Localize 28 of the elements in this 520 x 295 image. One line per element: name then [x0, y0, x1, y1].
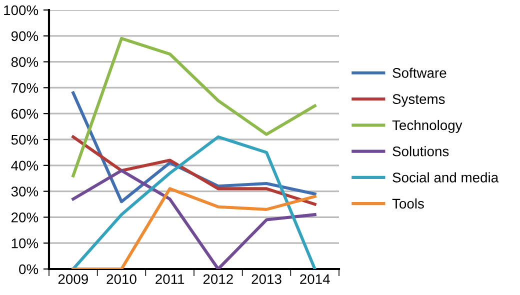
line-series — [72, 135, 316, 206]
legend-label: Tools — [392, 198, 424, 209]
legend-label: Systems — [392, 94, 445, 107]
legend-label: Technology — [392, 120, 462, 133]
y-tick-label: 30% — [11, 186, 38, 196]
x-tick-label: 2013 — [252, 274, 282, 284]
legend-label: Solutions — [392, 146, 449, 156]
y-tick-label: 100% — [4, 5, 38, 16]
x-tick-label: 2011 — [156, 274, 184, 284]
y-tick-label: 0% — [19, 264, 38, 274]
x-tick-label: 2009 — [58, 274, 88, 284]
y-tick-label: 90% — [11, 31, 38, 42]
legend-label: Software — [392, 68, 446, 78]
line-series — [72, 36, 316, 178]
y-tick-label: 80% — [11, 57, 38, 67]
y-tick-label: 40% — [11, 160, 38, 171]
x-tick-label: 2014 — [300, 274, 330, 284]
line-series — [72, 135, 316, 269]
legend-label: Social and media — [392, 172, 499, 182]
x-tick-label: 2012 — [203, 274, 233, 284]
y-tick-label: 50% — [11, 134, 38, 145]
y-tick-label: 10% — [12, 238, 38, 248]
y-tick-label: 60% — [11, 108, 38, 119]
line-series — [72, 187, 316, 269]
line-series — [72, 169, 316, 269]
y-tick-label: 20% — [11, 212, 38, 222]
x-tick-label: 2010 — [106, 274, 136, 284]
y-tick-label: 70% — [12, 83, 38, 93]
